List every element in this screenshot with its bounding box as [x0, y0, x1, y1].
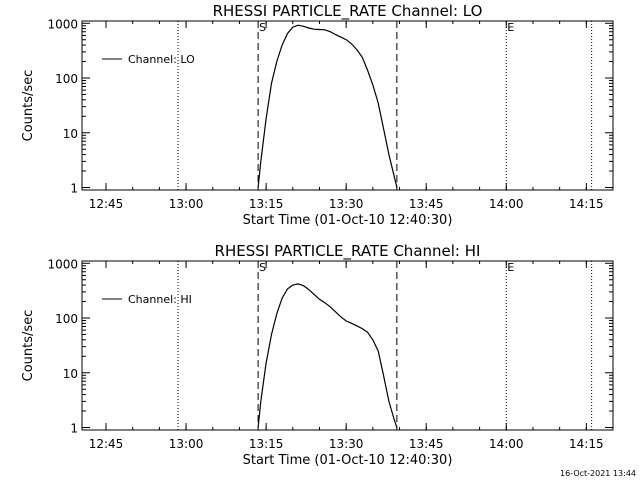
y-tick-label: 1 [70, 181, 78, 195]
marker-s: S [259, 21, 266, 34]
y-axis-label: Counts/sec [21, 310, 36, 382]
marker-e: E [507, 21, 514, 34]
plot-frame [81, 20, 614, 191]
x-tick-label: 12:45 [89, 437, 124, 451]
y-tick-label: 1000 [47, 257, 78, 271]
x-tick-label: 13:30 [329, 197, 364, 211]
legend-label: Channel: HI [128, 293, 192, 306]
legend-label: Channel: LO [128, 53, 195, 66]
x-tick-label: 13:15 [249, 197, 284, 211]
y-tick-label: 1 [70, 421, 78, 435]
y-tick-label: 10 [63, 367, 78, 381]
x-tick-label: 13:45 [409, 197, 444, 211]
x-tick-label: 13:00 [169, 437, 204, 451]
marker-e: E [507, 261, 514, 274]
y-tick-label: 1000 [47, 17, 78, 31]
y-axis-label: Counts/sec [21, 70, 36, 142]
x-tick-label: 14:15 [569, 197, 604, 211]
series-line-1 [257, 283, 398, 428]
x-tick-label: 13:30 [329, 437, 364, 451]
series-line-1 [257, 24, 398, 188]
chart-title: RHESSI PARTICLE_RATE Channel: HI [215, 242, 481, 261]
y-tick-label: 100 [55, 72, 78, 86]
chart-title: RHESSI PARTICLE_RATE Channel: LO [213, 2, 483, 21]
x-tick-label: 14:15 [569, 437, 604, 451]
y-tick-label: 10 [63, 127, 78, 141]
chart-panel-1: RHESSI PARTICLE_RATE Channel: LO 12:45 13:… [21, 2, 614, 228]
x-tick-label: 13:15 [249, 437, 284, 451]
chart-panel-2: RHESSI PARTICLE_RATE Channel: HI 12:45 13:… [21, 242, 614, 468]
plot-frame [81, 260, 614, 431]
x-axis-label: Start Time (01-Oct-10 12:40:30) [243, 453, 453, 468]
x-tick-label: 12:45 [89, 197, 124, 211]
x-tick-label: 13:00 [169, 197, 204, 211]
x-tick-label: 13:45 [409, 437, 444, 451]
render-timestamp: 16-Oct-2021 13:44 [560, 469, 636, 478]
marker-s: S [259, 261, 266, 274]
y-tick-label: 100 [55, 312, 78, 326]
x-tick-label: 14:00 [489, 437, 524, 451]
x-axis-label: Start Time (01-Oct-10 12:40:30) [243, 213, 453, 228]
x-tick-label: 14:00 [489, 197, 524, 211]
